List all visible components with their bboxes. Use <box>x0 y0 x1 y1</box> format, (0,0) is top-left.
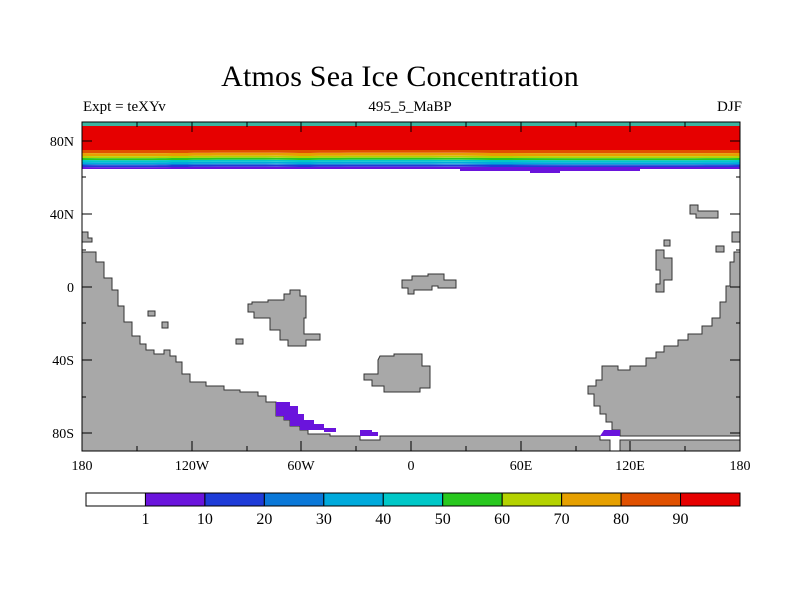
sea-ice-patch-1 <box>276 402 336 432</box>
period-label: 495_5_MaBP <box>368 99 452 115</box>
colorbar-swatch <box>323 492 384 507</box>
colorbar-swatch <box>620 492 682 507</box>
land-island-5 <box>401 273 457 295</box>
colorbar-swatch <box>442 492 503 507</box>
ice-band-70 <box>82 152 740 157</box>
colorbar-swatch <box>561 492 622 507</box>
colorbar-swatch <box>263 492 325 507</box>
land-island-4 <box>235 338 244 345</box>
colorbar-label: 30 <box>316 511 332 528</box>
land-south-central <box>363 353 431 393</box>
lon-label-120w: 120W <box>175 459 210 474</box>
colorbar-swatch <box>204 492 265 507</box>
season-label: DJF <box>716 99 742 115</box>
land-island-6 <box>689 204 719 219</box>
colorbar-label: 20 <box>256 511 272 528</box>
colorbar-label: 90 <box>673 511 689 528</box>
sea-ice-patch-3 <box>600 430 620 436</box>
land-central <box>247 289 321 347</box>
colorbar-labels: 1 10 20 30 40 50 60 70 80 90 <box>141 511 688 528</box>
colorbar-swatch <box>144 492 206 507</box>
land-island-9 <box>715 245 725 253</box>
land-island-3 <box>161 321 169 329</box>
ice-band-80 <box>82 150 740 154</box>
lon-label-180w: 180 <box>72 459 93 474</box>
latitude-labels: 80N 40N 0 40S 80S <box>50 135 74 442</box>
land-masses <box>82 204 740 451</box>
axis-ticks <box>81 122 740 451</box>
land-island-7 <box>663 239 671 247</box>
colorbar-label: 1 <box>141 511 149 528</box>
colorbar-swatch <box>501 492 563 507</box>
colorbar-label: 10 <box>197 511 213 528</box>
land-island-1 <box>82 231 93 243</box>
map-area <box>82 122 740 451</box>
colorbar-swatch <box>382 492 444 507</box>
colorbar-label: 70 <box>554 511 570 528</box>
lat-label-80s: 80S <box>52 427 74 442</box>
ice-band-10 <box>82 164 740 168</box>
ice-band-20 <box>82 163 740 166</box>
lat-label-0: 0 <box>67 281 74 296</box>
colorbar-label: 60 <box>494 511 510 528</box>
lon-label-180e: 180 <box>730 459 751 474</box>
land-island-2 <box>147 310 156 317</box>
experiment-label: Expt = teXYv <box>83 99 166 115</box>
colorbar-label: 50 <box>435 511 451 528</box>
sea-ice-patch-2 <box>360 430 378 436</box>
land-island-8 <box>655 249 673 293</box>
colorbar-label: 80 <box>613 511 629 528</box>
lon-label-120e: 120E <box>615 459 645 474</box>
lat-label-40n: 40N <box>50 208 74 223</box>
lon-label-60w: 60W <box>287 459 315 474</box>
land-island-10 <box>731 231 740 243</box>
colorbar-swatch <box>680 492 741 507</box>
ice-band-50 <box>82 157 740 161</box>
lat-label-40s: 40S <box>52 354 74 369</box>
southern-sea-ice <box>276 402 620 436</box>
land-west-continent <box>82 251 611 451</box>
ice-band-30 <box>82 161 740 165</box>
colorbar <box>85 492 741 507</box>
lon-label-60e: 60E <box>510 459 533 474</box>
lon-label-0: 0 <box>408 459 415 474</box>
ice-band-60 <box>82 155 740 159</box>
ice-band-40 <box>82 159 740 163</box>
longitude-labels: 180 120W 60W 0 60E 120E 180 <box>72 459 751 474</box>
colorbar-label: 40 <box>375 511 391 528</box>
lat-label-80n: 80N <box>50 135 74 150</box>
map-title: Atmos Sea Ice Concentration <box>221 60 579 93</box>
colorbar-swatch <box>85 492 146 507</box>
